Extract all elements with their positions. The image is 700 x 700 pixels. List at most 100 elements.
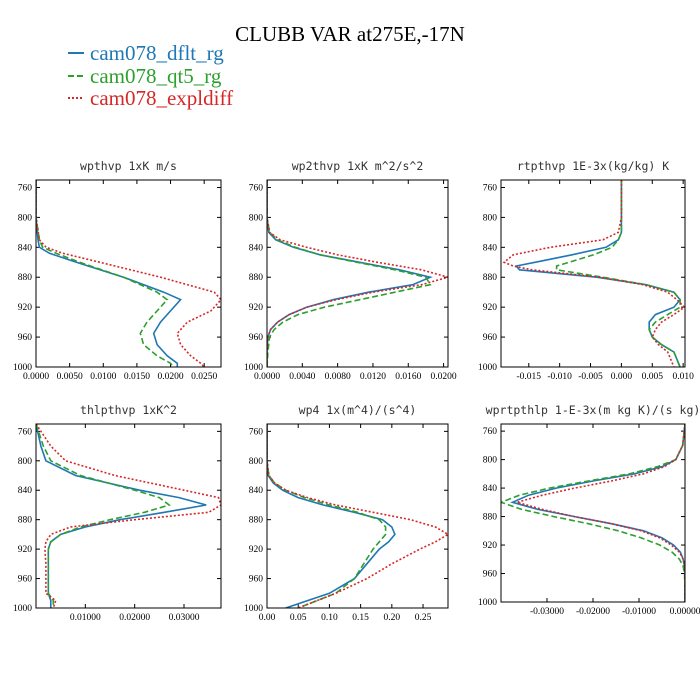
- series-line-cam078_dflt_rg: [514, 180, 682, 367]
- panel-title: wprtpthlp 1-E-3x(m kg K)/(s kg): [486, 403, 700, 417]
- y-tick-label: 800: [249, 213, 264, 223]
- legend-label-1: cam078_qt5_rg: [90, 64, 222, 88]
- panel-wpthvp: wpthvp 1xK m/s76080084088092096010000.00…: [13, 159, 222, 382]
- series-line-cam078_dflt_rg: [267, 424, 396, 608]
- x-tick-label: -0.010: [547, 372, 572, 382]
- series-line-cam078_expldiff: [36, 424, 221, 608]
- x-tick-label: 0.0050: [57, 372, 83, 382]
- x-tick-label: -0.03000: [530, 607, 564, 617]
- panel-title: rtpthvp 1E-3x(kg/kg) K: [517, 159, 669, 173]
- x-tick-label: 0.0000: [254, 372, 280, 382]
- series-line-cam078_expldiff: [267, 180, 448, 367]
- y-tick-label: 880: [249, 516, 264, 526]
- plot-frame: [266, 423, 449, 609]
- x-tick-label: 0.00: [259, 613, 276, 623]
- figure-title: CLUBB VAR at275E,-17N: [235, 22, 465, 46]
- x-tick-label: 0.02000: [119, 613, 150, 623]
- panel-title: wp4 1x(m^4)/(s^4): [299, 403, 417, 417]
- plot-frame: [35, 179, 222, 368]
- x-tick-label: 0.000: [611, 372, 633, 382]
- x-tick-label: 0.00000: [670, 607, 700, 617]
- plot-frame: [500, 179, 686, 368]
- legend: cam078_dflt_rg cam078_qt5_rg cam078_expl…: [68, 41, 233, 110]
- x-tick-label: 0.15: [352, 613, 369, 623]
- series-line-cam078_qt5_rg: [267, 180, 432, 367]
- x-tick-label: 0.0250: [191, 372, 217, 382]
- panel-wprtpthlp: wprtpthlp 1-E-3x(m kg K)/(s kg) 760 800 840…: [478, 403, 700, 617]
- x-tick-label: 0.0150: [124, 372, 150, 382]
- x-tick-label: -0.015: [517, 372, 542, 382]
- y-tick-label: 760: [483, 427, 498, 437]
- legend-label-0: cam078_dflt_rg: [90, 41, 224, 65]
- x-tick-label: 0.03000: [169, 613, 200, 623]
- y-tick-label: 920: [249, 303, 264, 313]
- x-tick-label: -0.02000: [576, 607, 610, 617]
- y-tick-label: 760: [249, 427, 264, 437]
- x-tick-label: -0.005: [578, 372, 603, 382]
- plot-frame: [266, 179, 449, 368]
- x-tick-label: 0.0160: [395, 372, 421, 382]
- panel-rtpthvp: rtpthvp 1E-3x(kg/kg) K 760 800 840 880 920 960…: [478, 159, 694, 382]
- x-tick-label: 0.25: [415, 613, 432, 623]
- panel-wp4: wp4 1x(m^4)/(s^4)76080084088092096010000…: [244, 403, 449, 623]
- series-line-cam078_qt5_rg: [555, 180, 681, 367]
- x-tick-label: 0.005: [642, 372, 664, 382]
- panel-title: wp2thvp 1xK m^2/s^2: [292, 159, 424, 173]
- y-tick-label: 880: [483, 513, 498, 523]
- y-tick-label: 880: [249, 273, 264, 283]
- y-tick-label: 760: [249, 183, 264, 193]
- y-tick-label: 880: [18, 516, 33, 526]
- y-tick-label: 920: [249, 545, 264, 555]
- y-tick-label: 800: [18, 457, 33, 467]
- x-tick-label: 0.20: [384, 613, 401, 623]
- y-tick-label: 920: [18, 303, 33, 313]
- series-line-cam078_qt5_rg: [501, 424, 685, 602]
- y-tick-label: 1000: [244, 604, 263, 614]
- y-tick-label: 760: [483, 183, 498, 193]
- y-tick-label: 960: [18, 575, 33, 585]
- series-line-cam078_expldiff: [502, 180, 685, 367]
- y-tick-label: 800: [249, 457, 264, 467]
- series-line-cam078_expldiff: [514, 424, 685, 602]
- y-tick-label: 1000: [244, 363, 263, 373]
- panel-title: wpthvp 1xK m/s: [80, 159, 177, 173]
- y-tick-label: 840: [483, 484, 498, 494]
- y-tick-label: 800: [483, 456, 498, 466]
- series-line-cam078_qt5_rg: [36, 180, 175, 367]
- y-tick-label: 1000: [13, 363, 32, 373]
- y-tick-label: 960: [483, 333, 498, 343]
- y-tick-label: 960: [18, 333, 33, 343]
- x-tick-label: 0.0200: [157, 372, 183, 382]
- x-tick-label: -0.01000: [622, 607, 656, 617]
- series-line-cam078_dflt_rg: [36, 180, 182, 367]
- y-tick-label: 920: [18, 545, 33, 555]
- x-tick-label: 0.10: [321, 613, 338, 623]
- y-tick-label: 840: [249, 243, 264, 253]
- y-tick-label: 1000: [478, 598, 497, 608]
- y-tick-label: 760: [18, 427, 33, 437]
- y-tick-label: 880: [18, 273, 33, 283]
- y-tick-label: 920: [483, 303, 498, 313]
- plot-frame: [500, 423, 686, 603]
- x-tick-label: 0.0040: [289, 372, 315, 382]
- y-tick-label: 960: [483, 570, 498, 580]
- y-tick-label: 760: [18, 183, 33, 193]
- series-line-cam078_qt5_rg: [36, 424, 171, 608]
- x-tick-label: 0.0100: [90, 372, 116, 382]
- y-tick-label: 800: [18, 213, 33, 223]
- y-tick-label: 840: [483, 243, 498, 253]
- y-tick-label: 840: [249, 486, 264, 496]
- y-tick-label: 960: [249, 575, 264, 585]
- x-tick-label: 0.0120: [360, 372, 386, 382]
- panel-thlpthvp: thlpthvp 1xK^2 760 800 840 880 920 960 1000 0.01…: [13, 403, 222, 623]
- series-line-cam078_expldiff: [267, 424, 448, 608]
- panel-title: thlpthvp 1xK^2: [80, 403, 177, 417]
- legend-label-2: cam078_expldiff: [90, 86, 233, 110]
- y-tick-label: 800: [483, 213, 498, 223]
- x-tick-label: 0.010: [672, 372, 694, 382]
- x-tick-label: 0.0200: [431, 372, 457, 382]
- x-tick-label: 0.0080: [325, 372, 351, 382]
- panel-wp2thvp: wp2thvp 1xK m^2/s^2 760 800 840 880 920 960 100…: [244, 159, 457, 382]
- y-tick-label: 1000: [13, 604, 32, 614]
